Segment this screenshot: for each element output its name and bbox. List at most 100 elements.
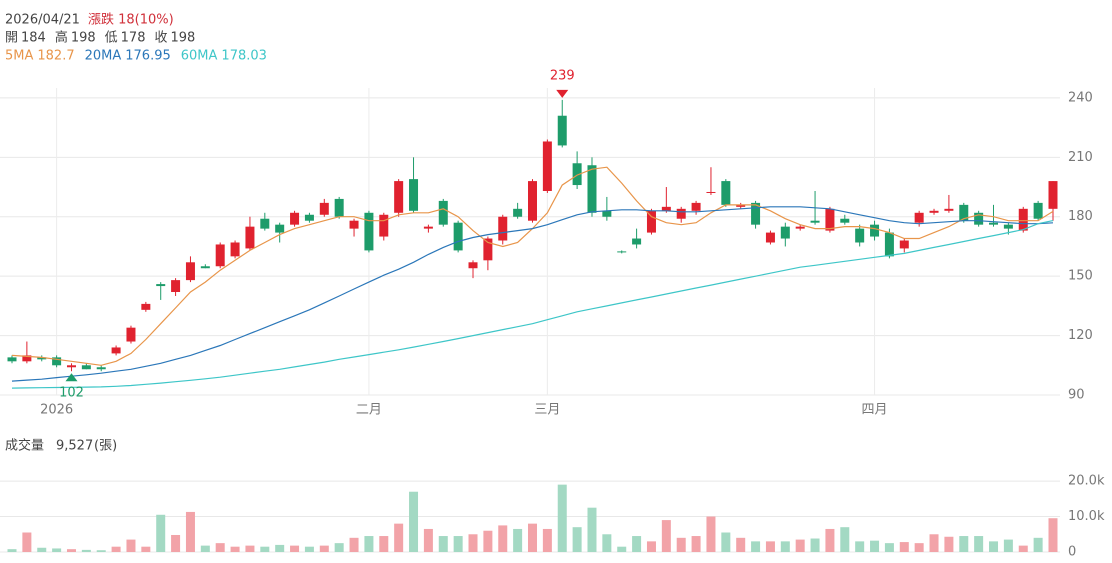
volume-bar — [780, 541, 790, 552]
volume-bar — [676, 537, 686, 552]
volume-bar — [721, 532, 731, 552]
volume-bar — [989, 541, 999, 552]
volume-bar — [825, 528, 835, 552]
volume-bar — [111, 546, 121, 552]
ohlc-label: 開 — [5, 31, 18, 46]
volume-bar — [795, 539, 805, 552]
date: 2026/04/21 — [5, 13, 80, 28]
volume-bar — [290, 545, 300, 552]
candle-body — [691, 202, 701, 211]
volume-bar — [200, 545, 210, 552]
ma-last: 178.03 — [221, 49, 267, 64]
candle-body — [364, 212, 374, 251]
ohlc-value: 178 — [121, 31, 146, 46]
volume-bar — [81, 549, 91, 552]
volume-bar — [156, 514, 166, 552]
x-tick-label: 2026 — [40, 403, 73, 418]
candle-body — [765, 232, 775, 243]
ma-name: 20MA — [85, 49, 122, 64]
candle-body — [572, 163, 582, 186]
candle-body — [275, 224, 285, 233]
candle-body — [810, 220, 820, 223]
volume-bar — [557, 484, 567, 552]
candle-body — [855, 228, 865, 243]
candle-body — [52, 357, 62, 366]
candle-body — [542, 141, 552, 191]
candle-body — [706, 191, 716, 193]
candle-body — [438, 200, 448, 225]
volume-bar — [468, 534, 478, 552]
volume-bar — [364, 536, 374, 552]
y-tick-label: 120 — [1068, 328, 1093, 343]
volume-bar — [7, 549, 17, 552]
volume-bar — [275, 544, 285, 552]
volume-bar — [1033, 537, 1043, 552]
volume-bar — [96, 550, 106, 552]
volume-tick-label: 10.0k — [1068, 509, 1105, 524]
volume-bar — [230, 546, 240, 552]
volume-bar — [870, 540, 880, 552]
candle-body — [215, 244, 225, 267]
candle-body — [721, 181, 731, 205]
x-tick-label: 四月 — [862, 403, 888, 418]
candle-body — [944, 208, 954, 211]
volume-bar — [528, 523, 537, 552]
volume-bar — [245, 545, 255, 552]
ma-last: 182.7 — [37, 49, 74, 64]
ma-line — [11, 206, 1054, 382]
candle-body — [751, 202, 761, 225]
volume-bar — [974, 536, 984, 552]
volume-unit: (張) — [94, 439, 117, 454]
volume-bar — [66, 549, 76, 552]
ohlc-label: 收 — [154, 31, 167, 46]
candle-body — [37, 357, 47, 360]
volume-bar — [22, 532, 32, 552]
volume-bar — [959, 536, 969, 552]
volume-bar — [171, 534, 181, 552]
candle-body — [1033, 202, 1043, 219]
volume-bar — [617, 546, 627, 552]
ma-line — [11, 220, 1054, 389]
candle-body — [870, 224, 880, 237]
volume-bar — [855, 541, 865, 552]
candle-body — [230, 242, 240, 257]
volume-bar — [929, 534, 939, 552]
volume-bar — [646, 541, 656, 552]
volume-bar — [1018, 545, 1028, 552]
candle-body — [468, 262, 478, 269]
ohlc-label: 高 — [55, 30, 68, 46]
high-marker — [556, 89, 569, 98]
y-tick-label: 150 — [1068, 269, 1093, 284]
ma-name: 60MA — [181, 49, 218, 64]
ohlc-value: 184 — [21, 31, 46, 46]
candle-body — [736, 204, 746, 207]
candle-body — [795, 226, 805, 229]
candle-body — [290, 212, 300, 225]
candle-body — [528, 181, 537, 221]
volume-bar — [141, 546, 151, 552]
volume-bar — [438, 536, 448, 552]
candle-body — [96, 367, 106, 370]
candle-body — [7, 357, 17, 362]
candle-body — [632, 238, 642, 245]
volume-bar — [319, 545, 329, 552]
volume-bar — [126, 539, 136, 552]
volume-bar — [52, 548, 62, 552]
volume-bar — [602, 534, 612, 552]
candle-body — [22, 355, 32, 362]
volume-bar — [587, 507, 597, 552]
candle-body — [959, 204, 969, 221]
volume-bar — [1048, 518, 1058, 552]
change: 漲跌 18(10%) — [88, 12, 174, 28]
volume-bar — [914, 543, 924, 552]
volume-bar — [884, 543, 894, 552]
candle-body — [676, 208, 686, 219]
volume-bar — [498, 525, 508, 552]
ma-last: 176.95 — [125, 49, 171, 64]
candle-body — [409, 179, 419, 211]
candle-body — [513, 208, 523, 217]
volume-bar — [765, 541, 775, 552]
volume-bar — [409, 491, 419, 552]
volume-tick-label: 20.0k — [1068, 474, 1105, 489]
